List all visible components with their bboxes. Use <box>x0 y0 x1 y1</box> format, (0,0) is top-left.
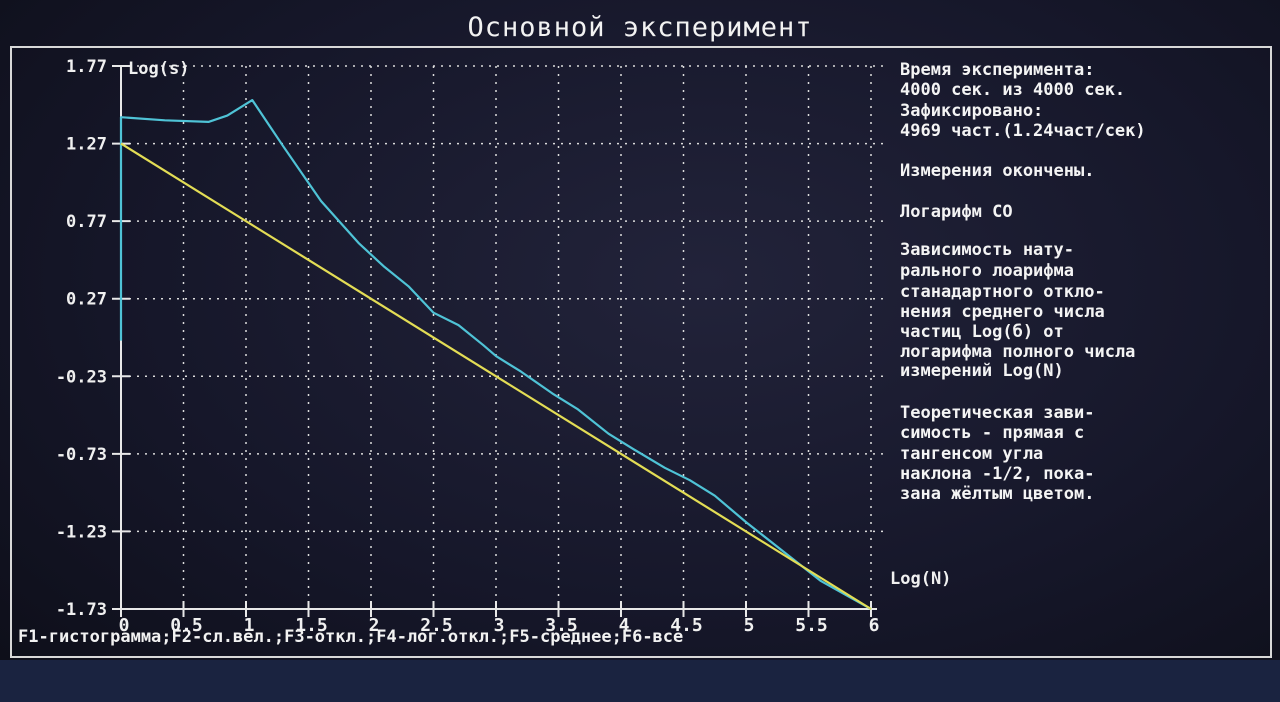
theory-line: наклона -1/2, пока- <box>900 464 1095 484</box>
chart-frame <box>10 46 1272 658</box>
description-line: Зависимость нату- <box>900 240 1074 260</box>
x-tick-label: 3 <box>494 615 505 636</box>
theory-line: тангенсом угла <box>900 444 1044 464</box>
x-tick-label: 5 <box>744 615 755 636</box>
description-line: логарифма полного числа <box>900 342 1136 362</box>
x-tick-label: 3.5 <box>545 615 578 636</box>
y-tick-label: 0.77 <box>66 212 107 232</box>
description-line: измерений Log(N) <box>900 361 1064 381</box>
x-tick-label: 0.5 <box>170 615 203 636</box>
x-tick-label: 4.5 <box>670 615 703 636</box>
y-axis-label: Log(s) <box>128 59 189 79</box>
y-tick-label: -1.73 <box>56 600 107 620</box>
chart-axes <box>120 66 877 610</box>
display-mode: Логарифм СО <box>900 202 1013 222</box>
experiment-time-label: Время эксперимента: <box>900 60 1095 80</box>
function-keys-bar: F1-гистограмма;F2-сл.вел.;F3-откл.;F4-ло… <box>18 627 684 647</box>
theory-line: симость - прямая с <box>900 423 1085 443</box>
x-tick-label: 1.5 <box>295 615 328 636</box>
x-tick-label: 1 <box>244 615 255 636</box>
measurement-status: Измерения окончены. <box>900 161 1095 181</box>
x-tick-label: 2 <box>369 615 380 636</box>
x-axis-label: Log(N) <box>890 569 951 589</box>
y-tick-label: -0.73 <box>56 445 107 465</box>
y-tick-label: -0.23 <box>56 367 107 387</box>
theoretical-series-line <box>120 142 872 610</box>
description-line: частиц Log(б) от <box>900 322 1064 342</box>
bottom-band <box>0 660 1280 702</box>
chart-ticks: 1.77 1.27 0.77 0.27 -0.23 -0.73 -1.23 -1.73 0 0.5… <box>56 57 880 636</box>
description-line: станадартного откло- <box>900 282 1105 302</box>
x-tick-label: 2.5 <box>420 615 453 636</box>
y-tick-label: -1.23 <box>56 522 107 542</box>
experiment-time-value: 4000 сек. из 4000 сек. <box>900 80 1126 100</box>
fixed-count-value: 4969 част.(1.24част/сек) <box>900 121 1146 141</box>
theory-line: зана жёлтым цветом. <box>900 484 1095 504</box>
chart-grid <box>121 65 885 609</box>
x-tick-label: 4 <box>619 615 630 636</box>
y-tick-label: 1.77 <box>66 57 107 77</box>
window-title: Основной эксперимент <box>467 12 813 43</box>
x-tick-label: 5.5 <box>795 615 828 636</box>
theory-line: Теоретическая зави- <box>900 403 1095 423</box>
chart-series <box>119 98 872 610</box>
y-tick-label: 0.27 <box>66 290 107 310</box>
x-tick-label: 6 <box>869 615 880 636</box>
x-tick-label: 0 <box>119 615 130 636</box>
fixed-count-label: Зафиксировано: <box>900 101 1044 121</box>
description-line: нения среднего числа <box>900 302 1105 322</box>
experimental-series-line <box>119 98 872 610</box>
log-deviation-chart: 1.77 1.27 0.77 0.27 -0.23 -0.73 -1.23 -1.73 0 0.5… <box>56 57 952 636</box>
description-line: рального лоарифма <box>900 261 1074 281</box>
y-tick-label: 1.27 <box>66 135 107 155</box>
